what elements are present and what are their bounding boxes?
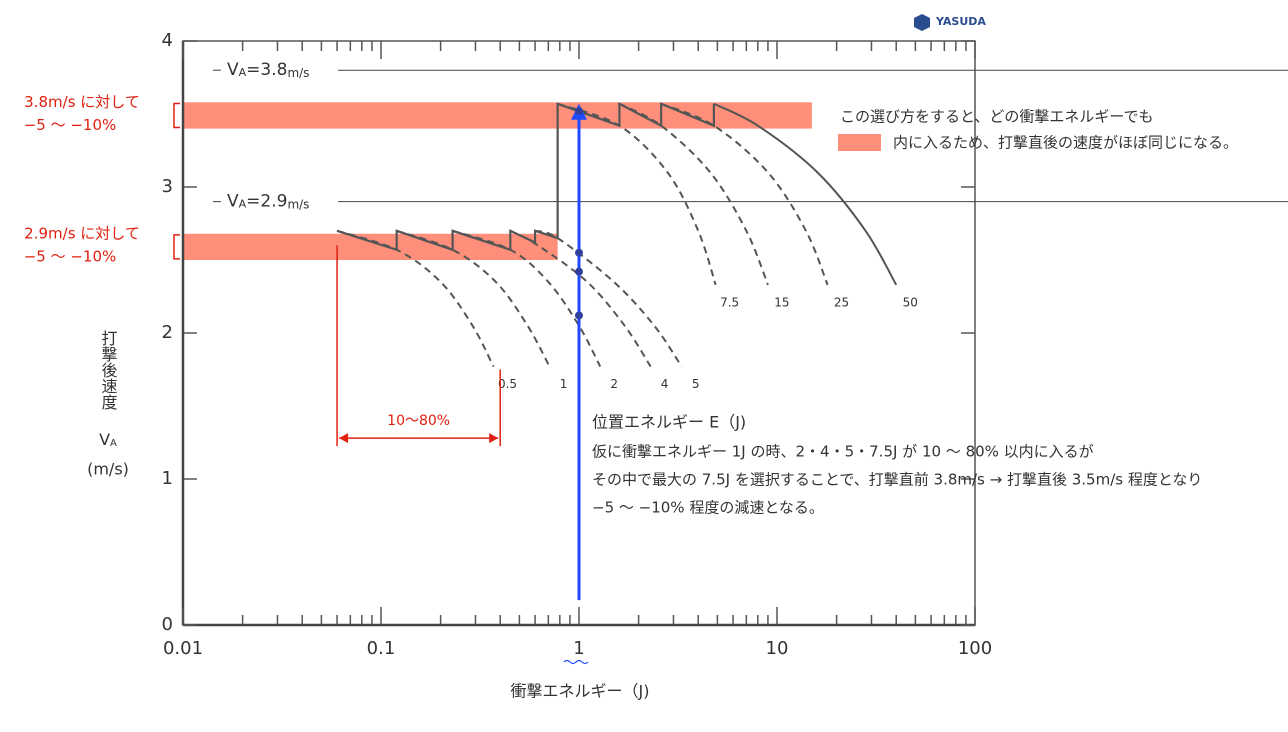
curve-label: 2 bbox=[610, 377, 618, 391]
decor-wave bbox=[563, 659, 589, 665]
curve-label: 25 bbox=[834, 295, 849, 309]
curve bbox=[396, 229, 551, 368]
y-tick-label: 1 bbox=[162, 468, 173, 489]
logo-text: YASUDA bbox=[935, 15, 986, 28]
curve bbox=[336, 229, 495, 368]
reference-label: VA=2.9m/s bbox=[227, 192, 309, 212]
reference-sub: A bbox=[239, 66, 247, 79]
y-tick-label: 4 bbox=[162, 30, 173, 51]
band-label: −5 〜 −10% bbox=[24, 247, 117, 265]
y-axis-unit: (m/s) bbox=[87, 460, 129, 479]
band-label: 2.9m/s に対して bbox=[24, 224, 140, 242]
reference-symbol: V bbox=[227, 60, 239, 80]
y-tick-label: 3 bbox=[162, 176, 173, 197]
note-title: 位置エネルギー E（J) bbox=[592, 413, 746, 432]
band-label: −5 〜 −10% bbox=[24, 116, 117, 134]
reference-value: =2.9 bbox=[246, 192, 287, 212]
curve-label: 4 bbox=[661, 377, 669, 391]
curve bbox=[452, 229, 602, 368]
y-tick-label: 0 bbox=[162, 614, 173, 635]
x-tick-label: 100 bbox=[958, 638, 992, 659]
y-axis-symbol: VA bbox=[99, 430, 117, 450]
curve bbox=[660, 102, 829, 286]
curve-label: 7.5 bbox=[720, 295, 739, 309]
logo: YASUDA bbox=[914, 14, 986, 31]
curve bbox=[618, 102, 769, 286]
band bbox=[183, 233, 558, 260]
curve bbox=[534, 229, 683, 368]
y-axis-symbol-sub: A bbox=[110, 438, 117, 449]
x-axis-title: 衝撃エネルギー（J) bbox=[511, 682, 650, 701]
reference-sub: A bbox=[239, 198, 247, 211]
curve-label: 5 bbox=[692, 377, 700, 391]
explanation: この選び方をすると、どの衝撃エネルギーでも bbox=[840, 108, 1154, 126]
band bbox=[183, 102, 812, 129]
point bbox=[575, 267, 583, 276]
band-label: 3.8m/s に対して bbox=[24, 93, 140, 111]
explanation-swatch bbox=[838, 134, 881, 151]
curve-label: 0.5 bbox=[498, 377, 517, 391]
band-bracket bbox=[173, 102, 180, 129]
note-line: 仮に衝撃エネルギー 1J の時、2・4・5・7.5J が 10 〜 80% 以内… bbox=[592, 443, 1094, 461]
explanation: 内に入るため、打撃直後の速度がほぼ同じになる。 bbox=[893, 134, 1238, 152]
reference-value: =3.8 bbox=[246, 60, 287, 80]
y-axis-symbol-main: V bbox=[99, 430, 110, 449]
x-tick-label: 0.01 bbox=[163, 638, 203, 659]
point bbox=[575, 248, 583, 257]
logo-icon bbox=[914, 14, 930, 31]
curve bbox=[713, 102, 898, 286]
band-bracket bbox=[173, 234, 180, 260]
envelope bbox=[336, 101, 715, 252]
note-line: −5 〜 −10% 程度の減速となる。 bbox=[592, 499, 824, 517]
curve-label: 15 bbox=[774, 295, 789, 309]
x-tick-label: 10 bbox=[766, 638, 789, 659]
reference-label: VA=3.8m/s bbox=[227, 60, 309, 80]
curve-label: 1 bbox=[560, 377, 568, 391]
reference-unit: m/s bbox=[287, 197, 309, 211]
reference-symbol: V bbox=[227, 192, 239, 212]
note-line: その中で最大の 7.5J を選択することで、打撃直前 3.8m/s → 打撃直後… bbox=[592, 471, 1202, 489]
x-tick-label: 1 bbox=[573, 638, 584, 659]
curve bbox=[557, 102, 717, 286]
point bbox=[575, 311, 583, 320]
y-axis-title: 打撃後速度 bbox=[99, 330, 118, 410]
range-label: 10〜80% bbox=[387, 413, 450, 429]
curve-label: 50 bbox=[903, 295, 918, 309]
x-tick-label: 0.1 bbox=[367, 638, 396, 659]
reference-unit: m/s bbox=[287, 66, 309, 80]
point bbox=[575, 107, 583, 116]
y-tick-label: 2 bbox=[162, 322, 173, 343]
